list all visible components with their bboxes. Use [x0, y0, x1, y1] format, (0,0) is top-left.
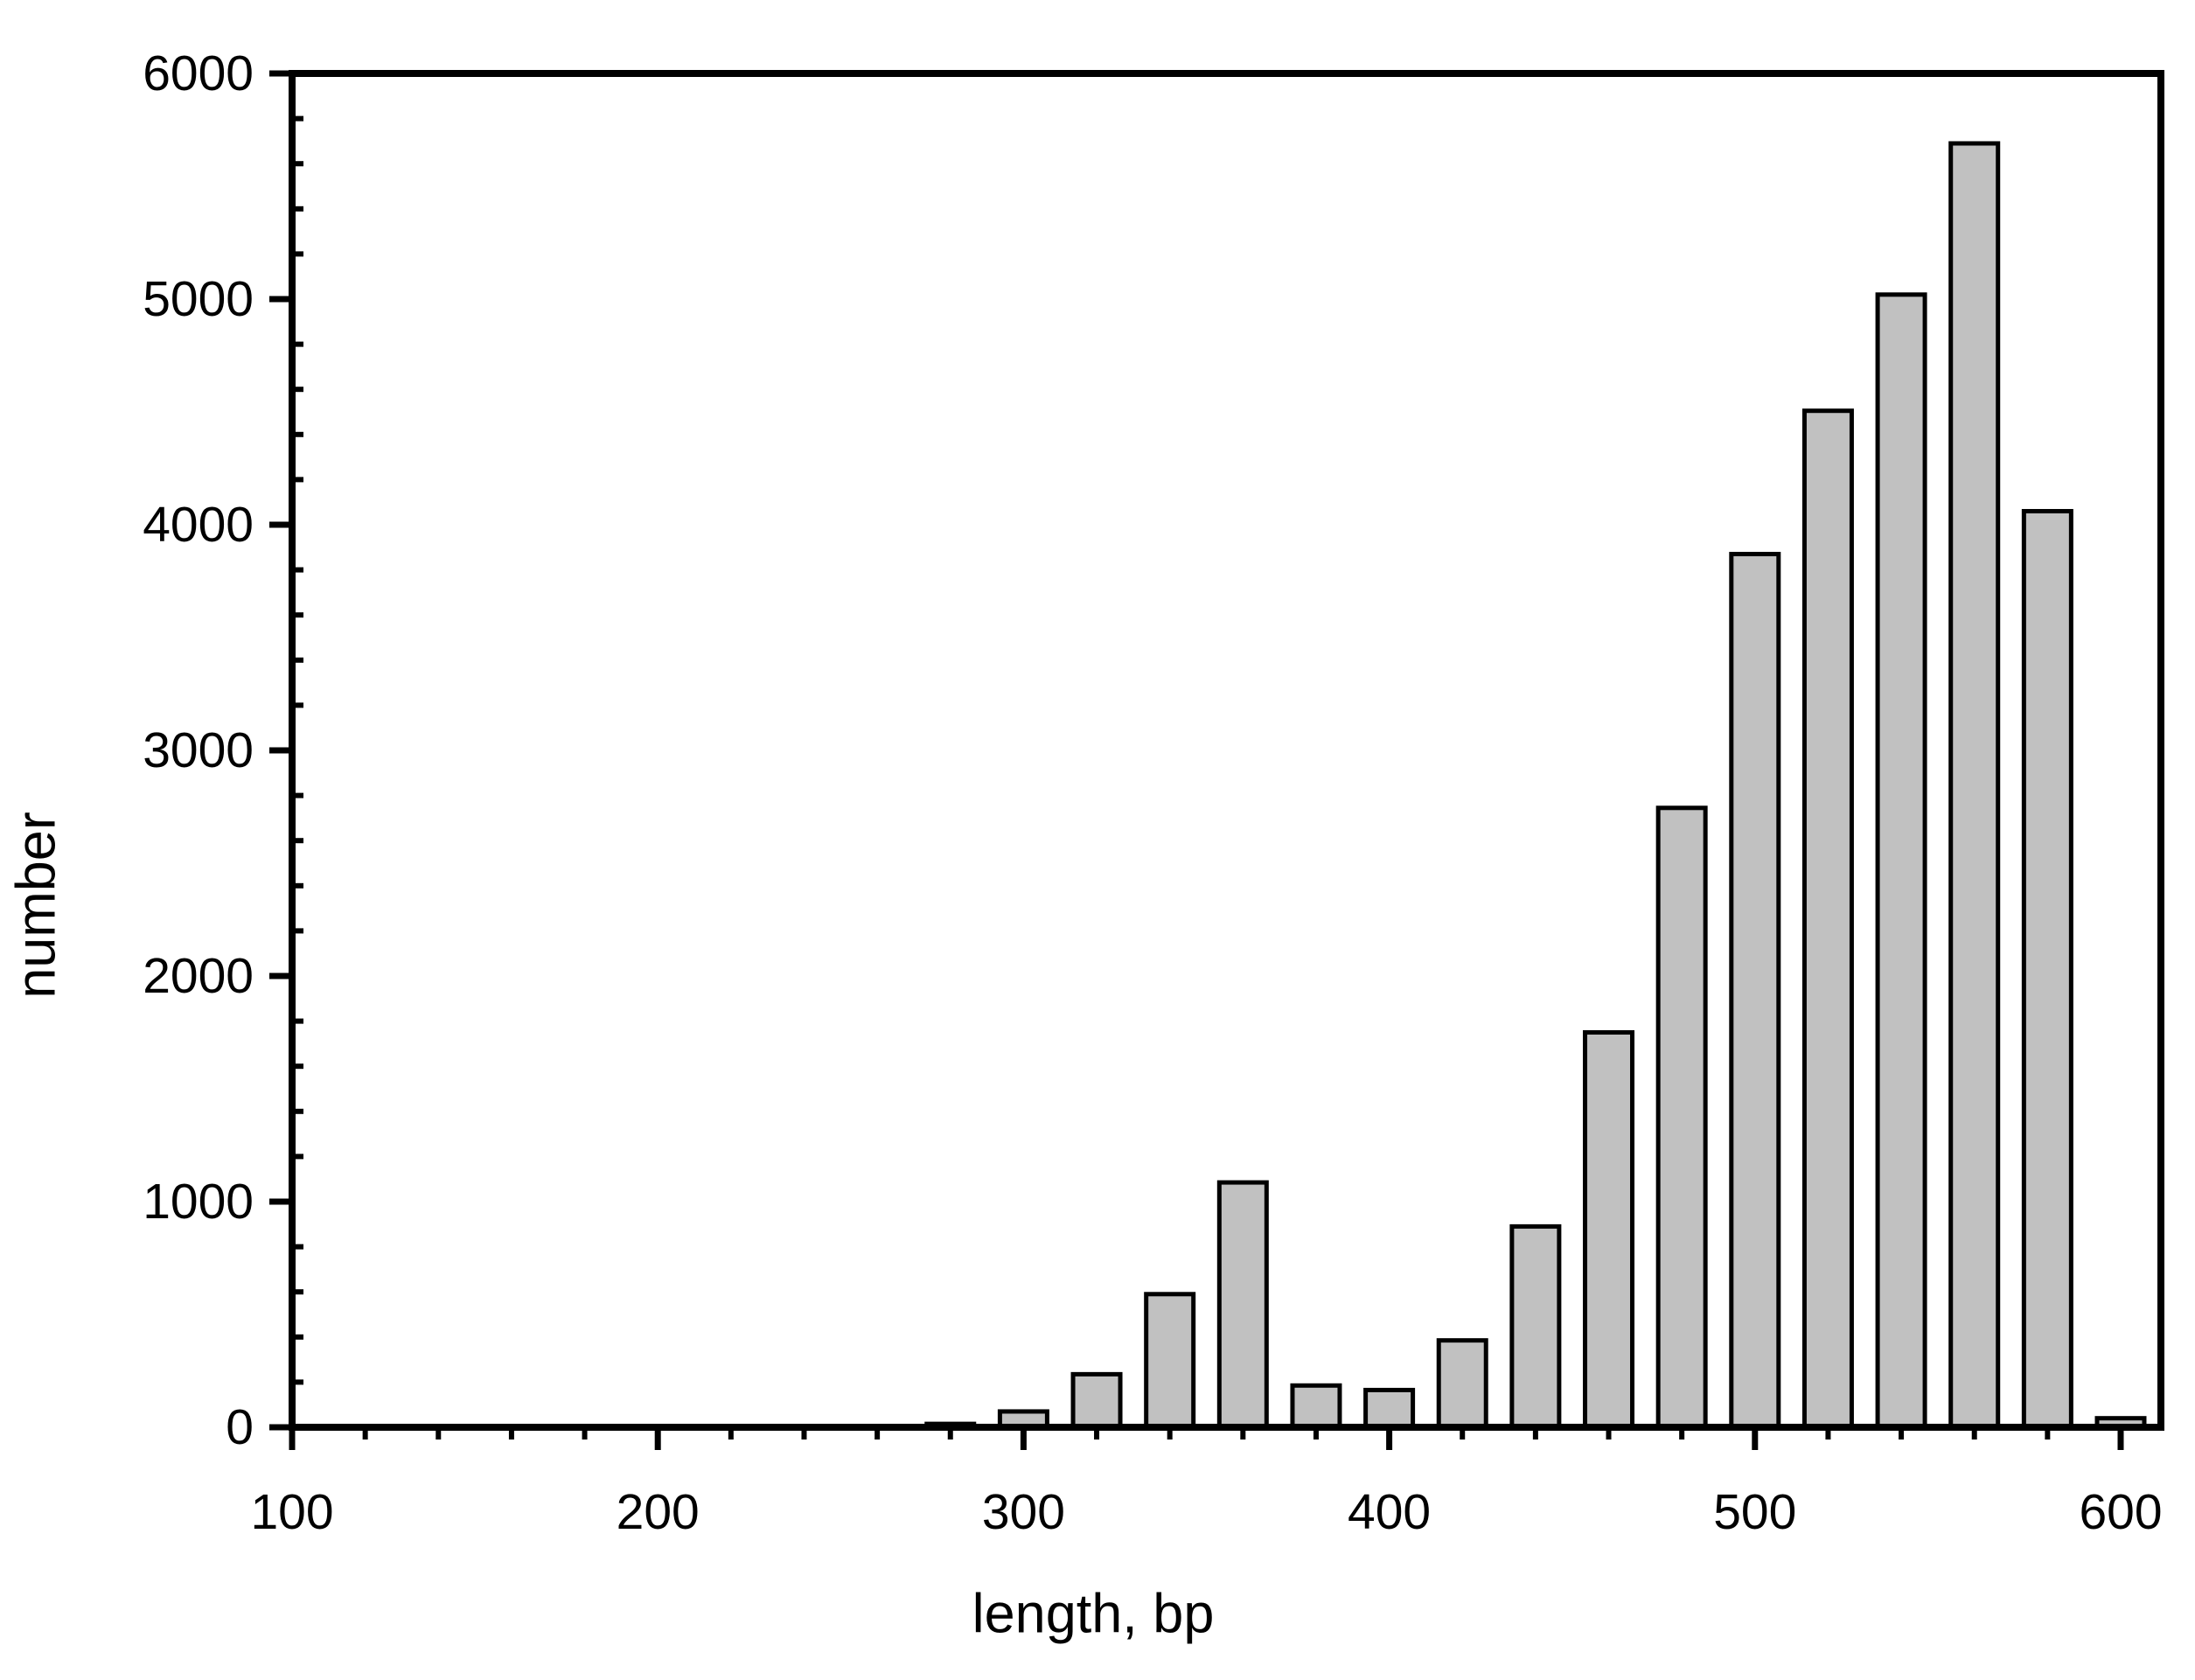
y-tick-label: 0 — [226, 1399, 254, 1455]
x-axis-title: length, bp — [972, 1583, 1215, 1645]
y-tick-label: 6000 — [143, 45, 254, 101]
histogram-bar — [1729, 552, 1781, 1430]
y-tick-label: 4000 — [143, 497, 254, 553]
y-axis-title: number — [5, 812, 67, 999]
histogram-bar — [1216, 1180, 1269, 1430]
histogram-bar — [1070, 1371, 1123, 1430]
histogram-bar — [1655, 805, 1708, 1430]
histogram-bar — [2021, 509, 2073, 1430]
y-tick-label: 2000 — [143, 948, 254, 1004]
x-tick-label: 500 — [1713, 1484, 1796, 1540]
x-tick-label: 200 — [617, 1484, 700, 1540]
histogram-bar — [1509, 1223, 1562, 1430]
x-tick-label: 400 — [1348, 1484, 1431, 1540]
histogram-bar — [1144, 1292, 1196, 1430]
x-tick-label: 300 — [982, 1484, 1065, 1540]
histogram-bar — [1875, 292, 1927, 1430]
histogram-bar — [1948, 141, 2001, 1430]
histogram-bar — [1436, 1338, 1488, 1430]
histogram-bar — [1583, 1030, 1635, 1430]
histogram-bar — [1801, 408, 1854, 1430]
y-tick-label: 5000 — [143, 271, 254, 327]
histogram-bar — [1290, 1383, 1342, 1430]
x-tick-label: 100 — [250, 1484, 333, 1540]
y-tick-label: 3000 — [143, 722, 254, 778]
x-tick-label: 600 — [2079, 1484, 2162, 1540]
histogram-bar — [1363, 1387, 1416, 1430]
y-tick-label: 1000 — [143, 1174, 254, 1230]
